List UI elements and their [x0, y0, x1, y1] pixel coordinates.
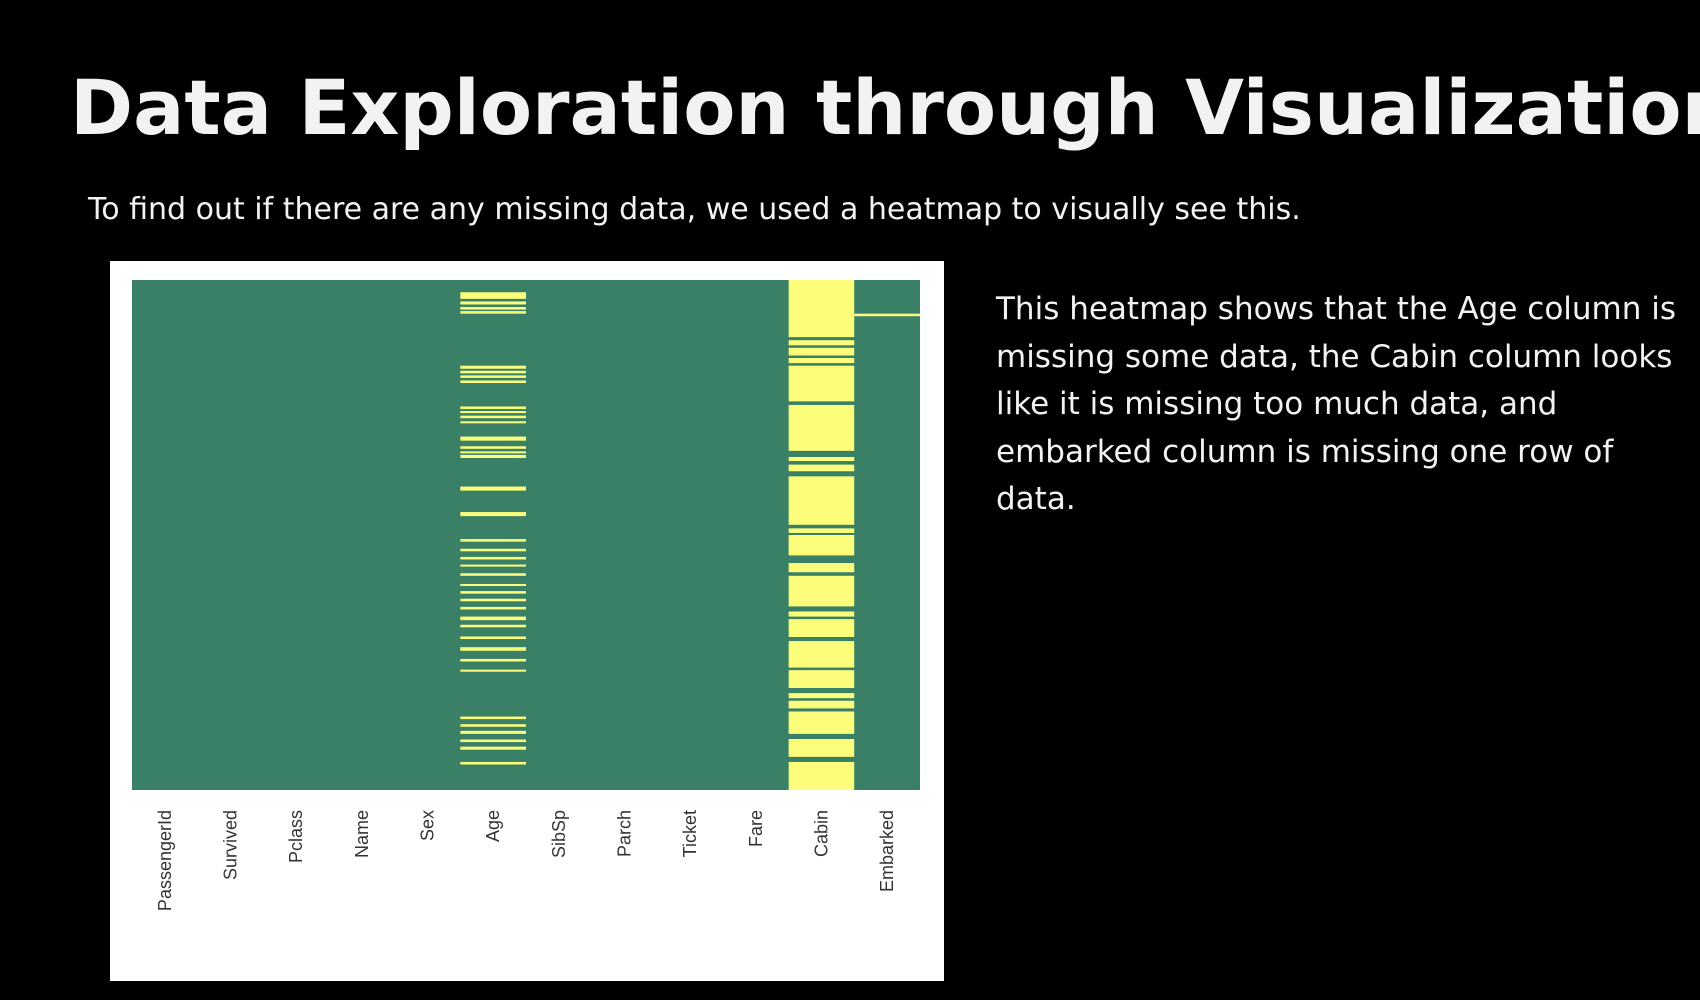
missing-band-age-10: [460, 411, 526, 414]
missing-band-cabin-9: [788, 476, 855, 525]
missing-band-cabin-1: [788, 280, 855, 338]
x-tick-label-sex: Sex: [418, 810, 438, 841]
missing-band-age-35: [460, 724, 526, 727]
missing-band-age-20: [460, 548, 526, 552]
x-tick-label-sibsp: SibSp: [549, 810, 569, 858]
x-tick-label-parch: Parch: [615, 810, 635, 857]
x-tick-label-survived: Survived: [221, 810, 241, 880]
missing-band-age-37: [460, 739, 526, 743]
missing-band-age-4: [460, 311, 526, 314]
missing-band-cabin-14: [788, 611, 855, 617]
missing-band-age-1: [460, 292, 526, 299]
heatmap-column-embarked: [854, 280, 920, 790]
heatmap-column-ticket: [657, 280, 723, 790]
heatmap-column-fare: [723, 280, 789, 790]
missing-band-cabin-7: [788, 456, 855, 462]
missing-band-cabin-5: [788, 365, 855, 402]
slide-intro-text: To find out if there are any missing dat…: [88, 192, 1301, 227]
missing-band-age-23: [460, 573, 526, 576]
x-tick-label-age: Age: [483, 810, 503, 842]
heatmap-column-age: [460, 280, 526, 790]
missing-band-age-34: [460, 716, 526, 720]
missing-band-age-17: [460, 486, 526, 491]
missing-band-cabin-11: [788, 535, 855, 556]
x-tick-label-fare: Fare: [746, 810, 766, 847]
missing-band-cabin-20: [788, 711, 855, 734]
missing-band-cabin-17: [788, 670, 855, 688]
heatmap-description: This heatmap shows that the Age column i…: [996, 291, 1677, 517]
missing-band-age-26: [460, 598, 526, 602]
missing-band-age-6: [460, 370, 526, 374]
missing-band-age-38: [460, 746, 526, 750]
missing-band-age-15: [460, 451, 526, 454]
missing-band-age-8: [460, 380, 526, 384]
missing-band-cabin-3: [788, 347, 855, 356]
missing-band-age-22: [460, 564, 526, 567]
missing-band-age-30: [460, 636, 526, 640]
x-tick-label-cabin: Cabin: [812, 810, 832, 857]
heatmap-column-sex: [394, 280, 461, 790]
missing-band-age-25: [460, 591, 526, 594]
heatmap-column-survived: [197, 280, 264, 790]
missing-band-age-27: [460, 606, 526, 610]
missing-band-age-9: [460, 406, 526, 410]
missing-band-cabin-8: [788, 464, 855, 472]
missing-band-age-13: [460, 436, 526, 441]
heatmap-column-passengerid: [132, 280, 198, 790]
heatmap-column-pclass: [263, 280, 329, 790]
missing-band-cabin-22: [788, 761, 855, 790]
x-tick-label-passengerid: PassengerId: [155, 810, 175, 911]
missing-band-cabin-16: [788, 641, 855, 668]
missing-band-cabin-19: [788, 700, 855, 709]
missing-band-age-32: [460, 658, 526, 662]
heatmap-column-parch: [591, 280, 658, 790]
missing-band-age-12: [460, 421, 526, 424]
missing-band-cabin-18: [788, 693, 855, 699]
missing-band-age-2: [460, 301, 526, 305]
missing-data-heatmap: PassengerId Survived Pclass Name Sex Age SibSp…: [132, 280, 920, 911]
x-tick-label-ticket: Ticket: [680, 810, 700, 857]
heatmap-column-name: [329, 280, 395, 790]
heatmap-panel: PassengerId Survived Pclass Name Sex Age SibSp…: [110, 261, 944, 981]
missing-band-cabin-13: [788, 575, 855, 607]
missing-band-cabin-15: [788, 619, 855, 637]
missing-band-cabin-4: [788, 358, 855, 364]
missing-band-age-28: [460, 616, 526, 621]
missing-band-cabin-12: [788, 563, 855, 573]
missing-band-age-16: [460, 454, 526, 458]
missing-band-age-18: [460, 512, 526, 517]
missing-band-age-5: [460, 365, 526, 369]
missing-band-age-11: [460, 415, 526, 419]
missing-band-age-7: [460, 375, 526, 378]
missing-band-age-3: [460, 307, 526, 310]
missing-band-age-39: [460, 761, 526, 765]
missing-band-age-24: [460, 583, 526, 586]
missing-band-cabin-2: [788, 340, 855, 346]
missing-band-age-29: [460, 624, 526, 628]
x-tick-label-pclass: Pclass: [286, 810, 306, 863]
missing-band-embarked-1: [854, 313, 920, 317]
missing-band-age-14: [460, 446, 526, 449]
x-tick-label-embarked: Embarked: [877, 810, 897, 892]
missing-band-age-21: [460, 556, 526, 560]
missing-band-age-19: [460, 539, 526, 542]
missing-band-age-31: [460, 647, 526, 651]
missing-band-age-33: [460, 669, 526, 672]
heatmap-column-sibsp: [526, 280, 592, 790]
missing-band-age-36: [460, 730, 526, 734]
x-tick-label-name: Name: [352, 810, 372, 858]
slide-title: Data Exploration through Visualization: [70, 63, 1700, 152]
missing-band-cabin-6: [788, 404, 855, 451]
missing-band-cabin-10: [788, 528, 855, 533]
missing-band-cabin-21: [788, 739, 855, 757]
